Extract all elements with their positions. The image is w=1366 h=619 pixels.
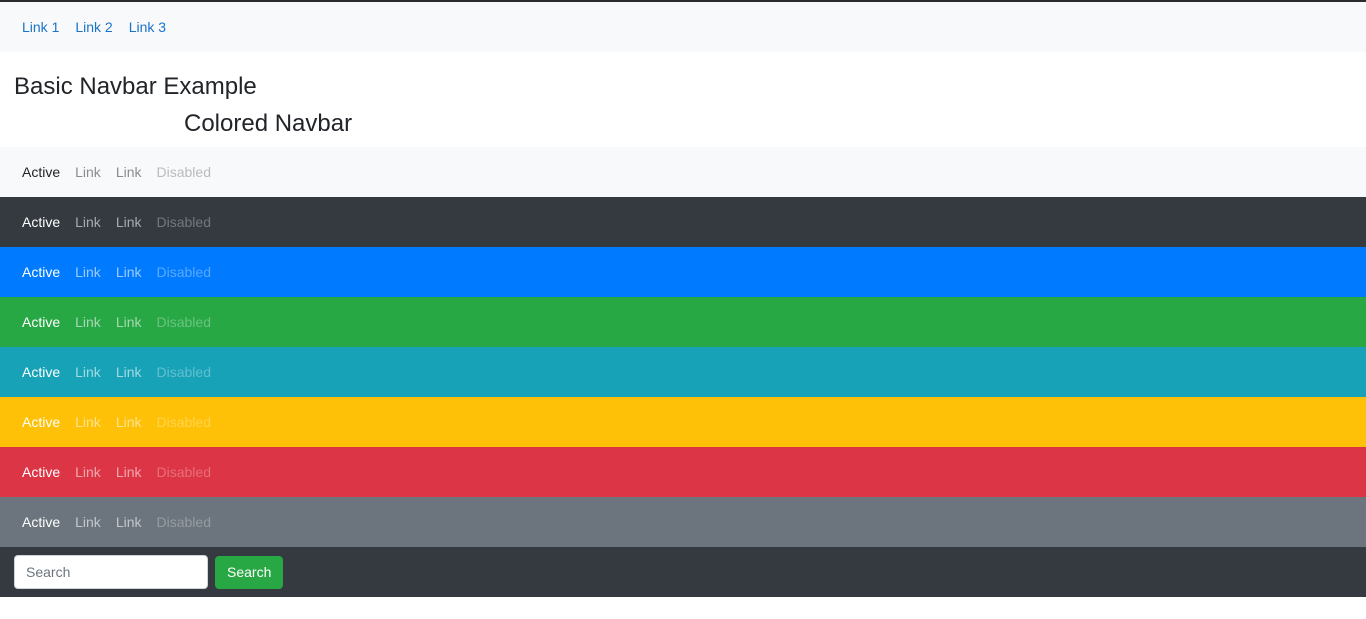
navbar-light-disabled: Disabled <box>156 164 211 180</box>
search-button[interactable]: Search <box>215 555 284 589</box>
navbar-light-link-2[interactable]: Link <box>115 164 142 180</box>
navbar-success-disabled: Disabled <box>156 314 211 330</box>
navbar-danger-active[interactable]: Active <box>22 464 61 480</box>
navbar-danger-disabled: Disabled <box>156 464 211 480</box>
navbar-danger-link-2[interactable]: Link <box>115 464 142 480</box>
navbar-primary: Active Link Link Disabled <box>0 247 1366 297</box>
navbar-dark: Active Link Link Disabled <box>0 197 1366 247</box>
navbar-warning-link-1[interactable]: Link <box>75 414 101 430</box>
nav-link-3[interactable]: Link 3 <box>128 19 167 35</box>
basic-navbar-heading: Basic Navbar Example <box>14 73 257 100</box>
navbar-info-active[interactable]: Active <box>22 364 61 380</box>
navbar-secondary-link-2[interactable]: Link <box>115 514 142 530</box>
nav-link-2[interactable]: Link 2 <box>75 19 113 35</box>
navbar-dark-disabled: Disabled <box>156 214 211 230</box>
navbar-dark-link-2[interactable]: Link <box>115 214 142 230</box>
navbar-success-link-1[interactable]: Link <box>75 314 101 330</box>
navbar-info-link-2[interactable]: Link <box>115 364 142 380</box>
navbar-warning-link-2[interactable]: Link <box>115 414 142 430</box>
basic-navbar: Link 1 Link 2 Link 3 <box>0 2 1366 52</box>
navbar-primary-active[interactable]: Active <box>22 264 61 280</box>
navbar-dark-active[interactable]: Active <box>22 214 61 230</box>
navbar-danger-link-1[interactable]: Link <box>75 464 101 480</box>
navbar-info: Active Link Link Disabled <box>0 347 1366 397</box>
navbar-success: Active Link Link Disabled <box>0 297 1366 347</box>
navbar-secondary-link-1[interactable]: Link <box>75 514 101 530</box>
navbar-secondary-active[interactable]: Active <box>22 514 61 530</box>
navbar-light: Active Link Link Disabled <box>0 147 1366 197</box>
navbar-primary-link-1[interactable]: Link <box>75 264 101 280</box>
navbar-warning: Active Link Link Disabled <box>0 397 1366 447</box>
navbar-info-disabled: Disabled <box>156 364 211 380</box>
navbar-light-active[interactable]: Active <box>22 164 61 180</box>
nav-link-1[interactable]: Link 1 <box>22 19 60 35</box>
navbar-danger: Active Link Link Disabled <box>0 447 1366 497</box>
search-navbar: Search <box>0 547 1366 597</box>
navbar-dark-link-1[interactable]: Link <box>75 214 101 230</box>
navbar-warning-active[interactable]: Active <box>22 414 61 430</box>
top-border <box>0 0 1366 2</box>
navbar-light-link-1[interactable]: Link <box>75 164 101 180</box>
navbar-secondary-disabled: Disabled <box>156 514 211 530</box>
navbar-info-link-1[interactable]: Link <box>75 364 101 380</box>
navbar-success-link-2[interactable]: Link <box>115 314 142 330</box>
search-input[interactable] <box>14 555 208 589</box>
heading-area: Basic Navbar Example Colored Navbar <box>0 52 1366 147</box>
navbar-warning-disabled: Disabled <box>156 414 211 430</box>
navbar-success-active[interactable]: Active <box>22 314 61 330</box>
navbar-secondary: Active Link Link Disabled <box>0 497 1366 547</box>
navbar-primary-link-2[interactable]: Link <box>115 264 142 280</box>
colored-navbar-heading: Colored Navbar <box>184 110 353 137</box>
navbar-primary-disabled: Disabled <box>156 264 211 280</box>
